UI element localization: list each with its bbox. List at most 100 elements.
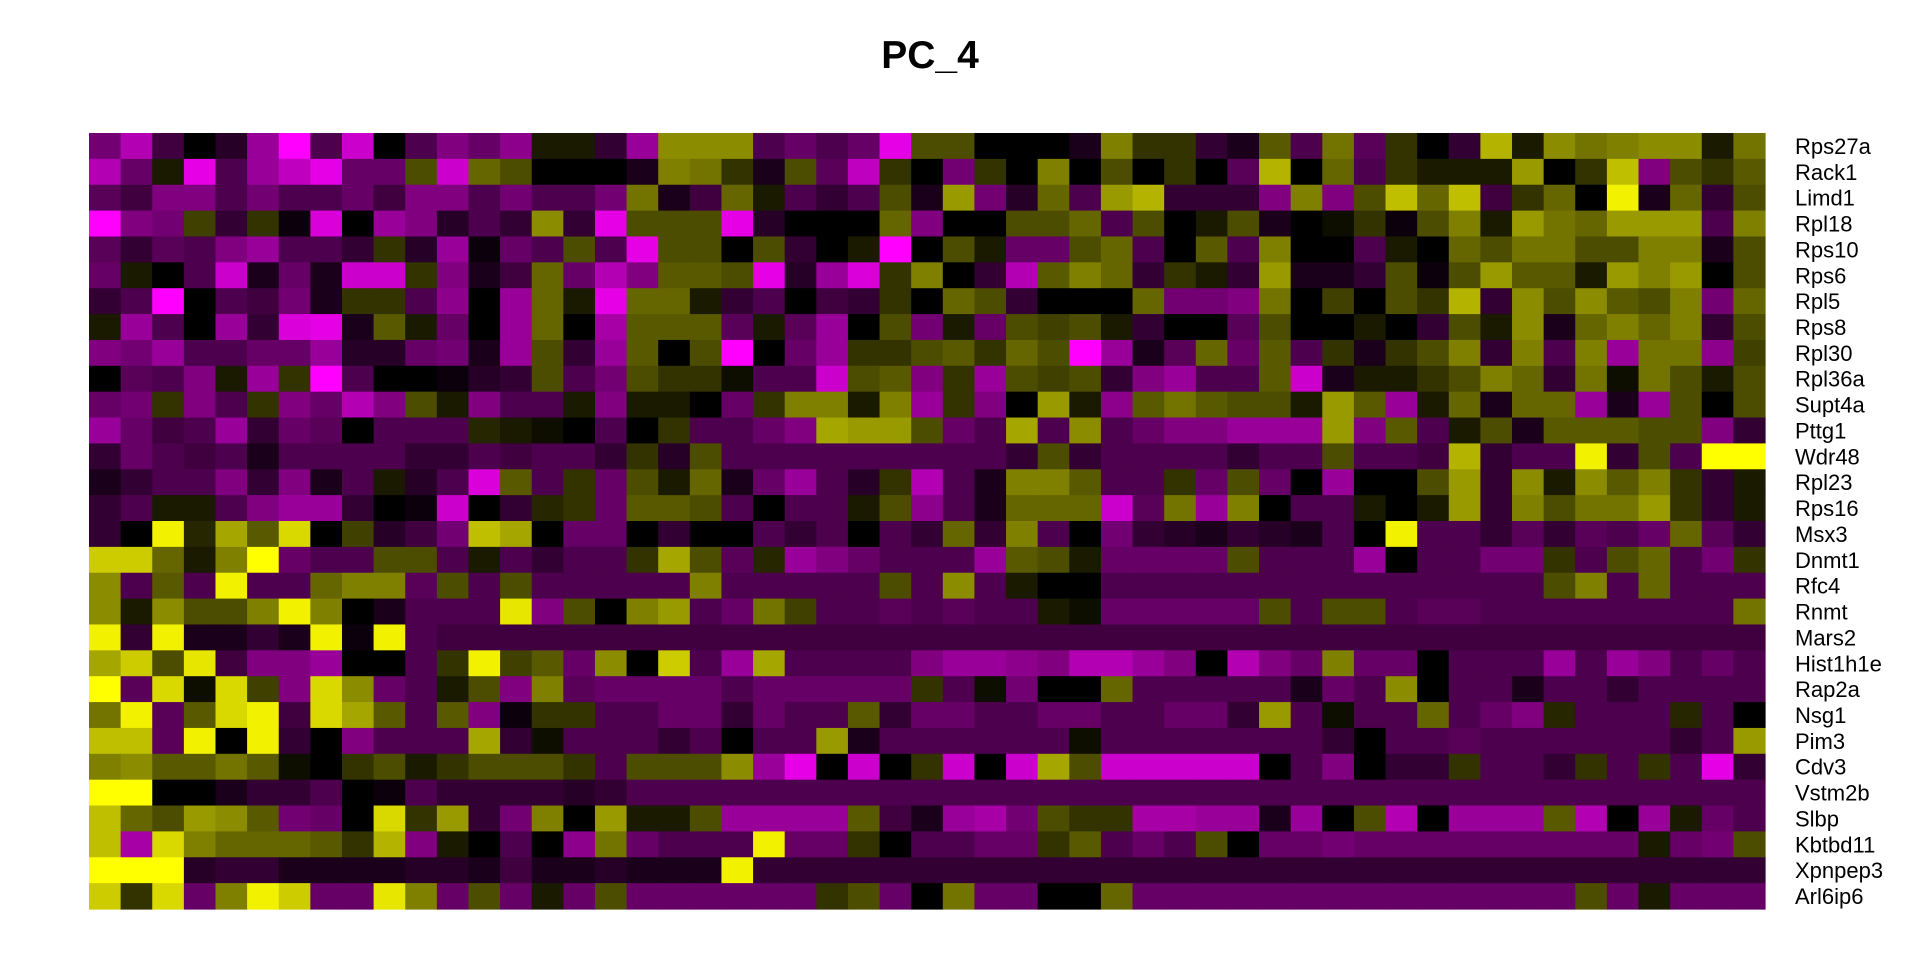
heatmap-cell — [1733, 236, 1766, 263]
heatmap-cell — [1701, 365, 1734, 393]
heatmap-cell — [247, 158, 280, 186]
heatmap-cell — [1385, 598, 1418, 626]
heatmap-cell — [1100, 598, 1134, 626]
heatmap-cell — [500, 133, 533, 160]
heatmap-cell — [1543, 339, 1576, 367]
heatmap-cell — [531, 521, 564, 548]
heatmap-cell — [1385, 210, 1418, 238]
heatmap-cell — [1480, 314, 1513, 341]
heatmap-cell — [1353, 314, 1387, 341]
heatmap-cell — [1543, 779, 1576, 807]
heatmap-cell — [247, 805, 280, 832]
heatmap-cell — [753, 883, 786, 910]
heatmap-cell — [468, 676, 501, 703]
heatmap-cell — [942, 262, 976, 289]
heatmap-cell — [247, 753, 280, 781]
heatmap-cell — [753, 753, 786, 781]
heatmap-cell — [531, 598, 564, 626]
heatmap-cell — [594, 495, 628, 522]
heatmap-cell — [89, 417, 122, 444]
heatmap-cell — [1701, 262, 1734, 289]
heatmap-cell — [89, 598, 122, 626]
heatmap-cell — [1006, 650, 1039, 677]
heatmap-cell — [1353, 339, 1387, 367]
heatmap-cell — [563, 883, 596, 910]
heatmap-cell — [341, 727, 375, 755]
heatmap-cell — [120, 624, 153, 651]
heatmap-cell — [468, 443, 501, 470]
heatmap-cell — [1322, 210, 1355, 238]
heatmap-cell — [1701, 650, 1734, 677]
heatmap-cell — [1227, 262, 1260, 289]
heatmap-cell — [1132, 365, 1165, 393]
heatmap-cell — [1322, 495, 1355, 522]
heatmap-cell — [1290, 521, 1323, 548]
heatmap-cell — [152, 184, 185, 212]
heatmap-cell — [721, 236, 754, 263]
heatmap-cell — [468, 521, 501, 548]
heatmap-cell — [689, 650, 723, 677]
heatmap-cell — [373, 236, 406, 263]
heatmap-cell — [1037, 883, 1070, 910]
heatmap-cell — [1100, 521, 1134, 548]
heatmap-cell — [879, 753, 912, 781]
heatmap-cell — [1480, 391, 1513, 419]
heatmap-cell — [974, 391, 1007, 419]
heatmap-cell — [658, 158, 691, 186]
heatmap-cell — [1353, 624, 1387, 651]
heatmap-cell — [120, 546, 153, 574]
heatmap-cell — [152, 572, 185, 600]
heatmap-cell — [500, 469, 533, 496]
heatmap-cell — [1259, 184, 1292, 212]
heatmap-cell — [1575, 133, 1608, 160]
heatmap-cell — [1670, 702, 1703, 729]
heatmap-cell — [626, 572, 659, 600]
heatmap-cell — [689, 495, 723, 522]
heatmap-cell — [215, 676, 248, 703]
heatmap-cell — [341, 598, 375, 626]
heatmap-cell — [1417, 857, 1450, 884]
heatmap-cell — [594, 288, 628, 315]
heatmap-cell — [1543, 262, 1576, 289]
heatmap-cell — [816, 546, 849, 574]
heatmap-cell — [1638, 469, 1671, 496]
heatmap-cell — [1733, 288, 1766, 315]
heatmap-cell — [341, 417, 375, 444]
heatmap-cell — [1575, 495, 1608, 522]
heatmap-cell — [784, 495, 817, 522]
heatmap-cell — [1733, 469, 1766, 496]
heatmap-cell — [1037, 417, 1070, 444]
heatmap-cell — [658, 443, 691, 470]
heatmap-cell — [974, 365, 1007, 393]
heatmap-cell — [753, 262, 786, 289]
heatmap-cell — [721, 184, 754, 212]
heatmap-cell — [594, 443, 628, 470]
heatmap-cell — [1606, 572, 1640, 600]
heatmap-cell — [816, 443, 849, 470]
heatmap-cell — [183, 805, 217, 832]
heatmap-cell — [1006, 676, 1039, 703]
heatmap-cell — [1069, 495, 1102, 522]
heatmap-cell — [373, 831, 406, 858]
heatmap-cell — [405, 314, 438, 341]
heatmap-cell — [1100, 210, 1134, 238]
heatmap-cell — [1385, 469, 1418, 496]
heatmap-cell — [658, 572, 691, 600]
heatmap-cell — [594, 236, 628, 263]
heatmap-cell — [278, 443, 311, 470]
row-label: Rps6 — [1795, 263, 1846, 288]
heatmap-cell — [1227, 727, 1260, 755]
heatmap-cell — [436, 210, 470, 238]
heatmap-cell — [278, 753, 311, 781]
heatmap-cell — [1385, 572, 1418, 600]
heatmap-cell — [1164, 883, 1197, 910]
heatmap-cell — [658, 521, 691, 548]
heatmap-cell — [1448, 598, 1481, 626]
heatmap-cell — [1069, 262, 1102, 289]
heatmap-cell — [405, 133, 438, 160]
heatmap-cell — [341, 158, 375, 186]
heatmap-cell — [1164, 365, 1197, 393]
heatmap-cell — [310, 495, 343, 522]
heatmap-cell — [1385, 546, 1418, 574]
heatmap-cell — [436, 805, 470, 832]
